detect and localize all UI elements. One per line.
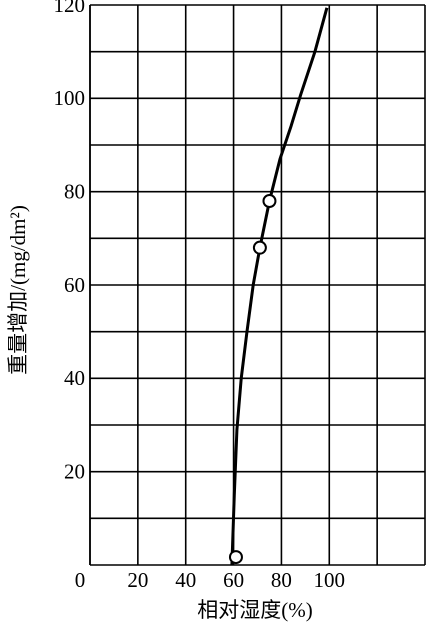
data-point	[252, 240, 267, 255]
x-tick-label: 60	[223, 568, 244, 592]
y-tick-label: 80	[64, 179, 85, 203]
y-tick-label: 100	[54, 86, 86, 110]
x-tick-label: 0	[75, 568, 86, 592]
data-point	[228, 550, 243, 565]
x-tick-label: 40	[175, 568, 196, 592]
y-axis-label: 重量增加/(mg/dm²)	[6, 205, 30, 375]
x-tick-label: 100	[314, 568, 346, 592]
y-tick-label: 120	[54, 0, 86, 17]
x-tick-label: 20	[127, 568, 148, 592]
x-axis-label: 相对湿度(%)	[197, 598, 312, 622]
y-tick-label: 20	[64, 459, 85, 483]
x-tick-label: 80	[271, 568, 292, 592]
y-tick-label: 60	[64, 273, 85, 297]
curve	[230, 7, 329, 566]
y-tick-label: 40	[64, 366, 85, 390]
data-point	[262, 194, 277, 208]
